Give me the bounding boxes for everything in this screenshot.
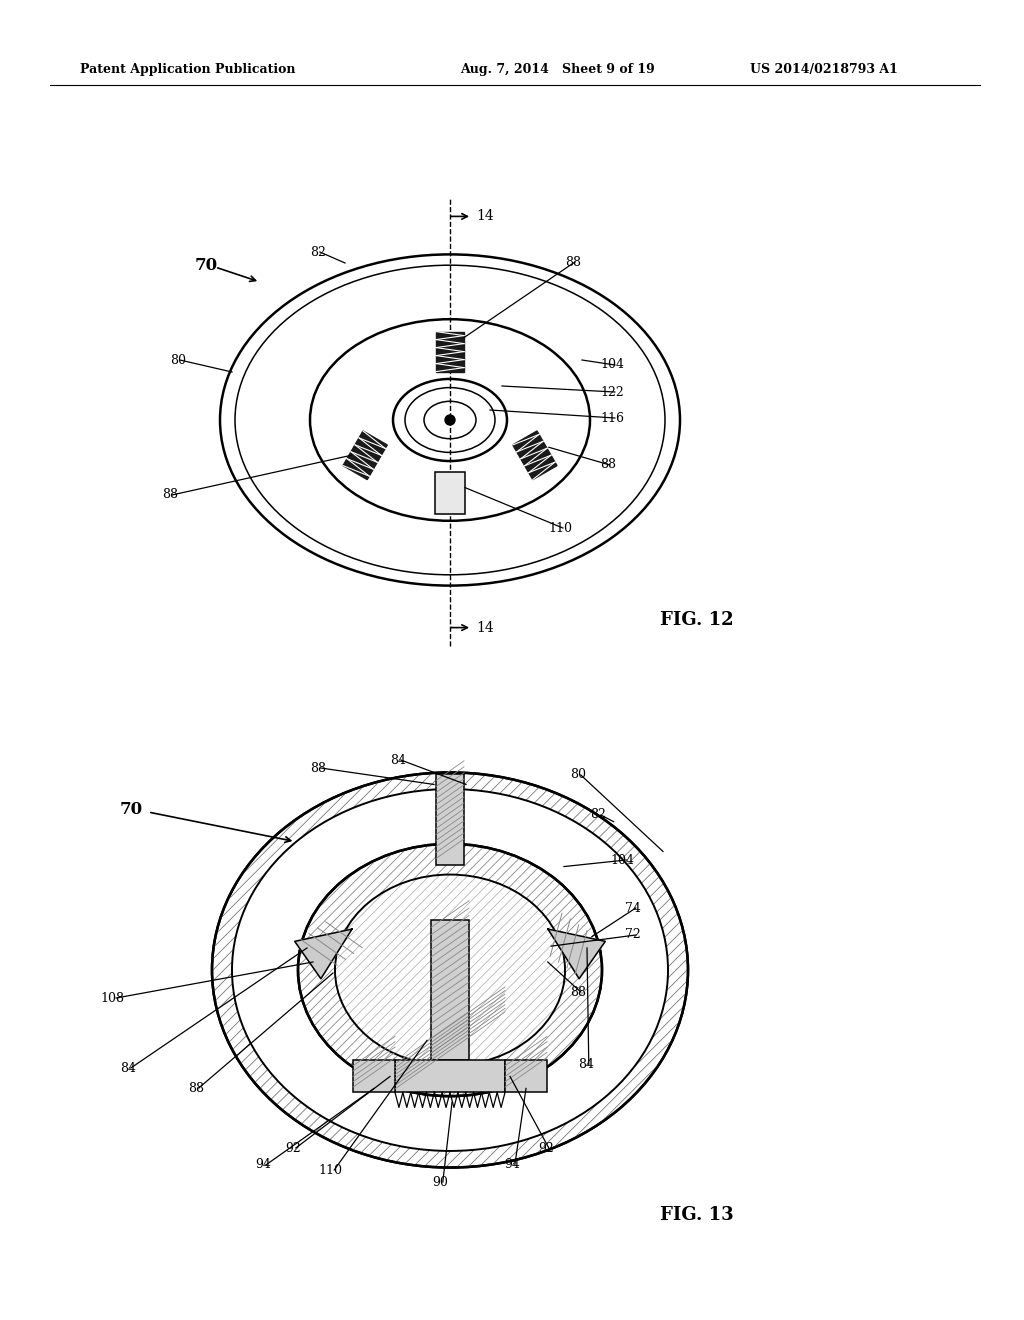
- Text: 82: 82: [310, 246, 326, 259]
- Text: 74: 74: [625, 902, 641, 915]
- Text: 88: 88: [188, 1081, 204, 1094]
- Text: 84: 84: [390, 754, 406, 767]
- Text: FIG. 12: FIG. 12: [660, 611, 733, 630]
- Polygon shape: [436, 775, 464, 865]
- Polygon shape: [436, 331, 464, 372]
- Text: 82: 82: [590, 808, 606, 821]
- Polygon shape: [435, 471, 465, 513]
- Text: 84: 84: [120, 1061, 136, 1074]
- Text: 84: 84: [578, 1059, 594, 1072]
- Polygon shape: [431, 920, 469, 1060]
- Ellipse shape: [298, 843, 602, 1096]
- Text: Aug. 7, 2014   Sheet 9 of 19: Aug. 7, 2014 Sheet 9 of 19: [460, 63, 654, 77]
- Text: 70: 70: [120, 801, 143, 818]
- Text: 110: 110: [318, 1163, 342, 1176]
- Ellipse shape: [212, 772, 688, 1167]
- Circle shape: [445, 414, 455, 425]
- Text: 88: 88: [162, 488, 178, 502]
- Text: 14: 14: [476, 210, 494, 223]
- Text: 94: 94: [504, 1159, 520, 1172]
- Polygon shape: [295, 929, 352, 978]
- Polygon shape: [505, 1060, 547, 1093]
- Text: 92: 92: [538, 1142, 554, 1155]
- Text: 90: 90: [432, 1176, 447, 1188]
- Text: 80: 80: [170, 354, 186, 367]
- Text: 88: 88: [565, 256, 581, 268]
- Polygon shape: [353, 1060, 395, 1093]
- Polygon shape: [343, 430, 387, 479]
- Text: FIG. 13: FIG. 13: [660, 1206, 733, 1224]
- Text: 104: 104: [610, 854, 634, 866]
- Text: 116: 116: [600, 412, 624, 425]
- Text: 94: 94: [255, 1159, 271, 1172]
- Text: 92: 92: [285, 1142, 301, 1155]
- Text: 122: 122: [600, 385, 624, 399]
- Text: Patent Application Publication: Patent Application Publication: [80, 63, 296, 77]
- Text: 80: 80: [570, 768, 586, 781]
- Text: 88: 88: [570, 986, 586, 998]
- Text: 88: 88: [310, 762, 326, 775]
- Text: 88: 88: [600, 458, 616, 471]
- Polygon shape: [548, 929, 605, 978]
- Text: 104: 104: [600, 359, 624, 371]
- Text: 108: 108: [100, 991, 124, 1005]
- Text: 110: 110: [548, 521, 572, 535]
- Polygon shape: [513, 430, 557, 479]
- Text: 70: 70: [195, 256, 218, 273]
- Polygon shape: [395, 1060, 505, 1093]
- Text: 14: 14: [476, 620, 494, 635]
- Text: US 2014/0218793 A1: US 2014/0218793 A1: [750, 63, 898, 77]
- Text: 72: 72: [625, 928, 641, 941]
